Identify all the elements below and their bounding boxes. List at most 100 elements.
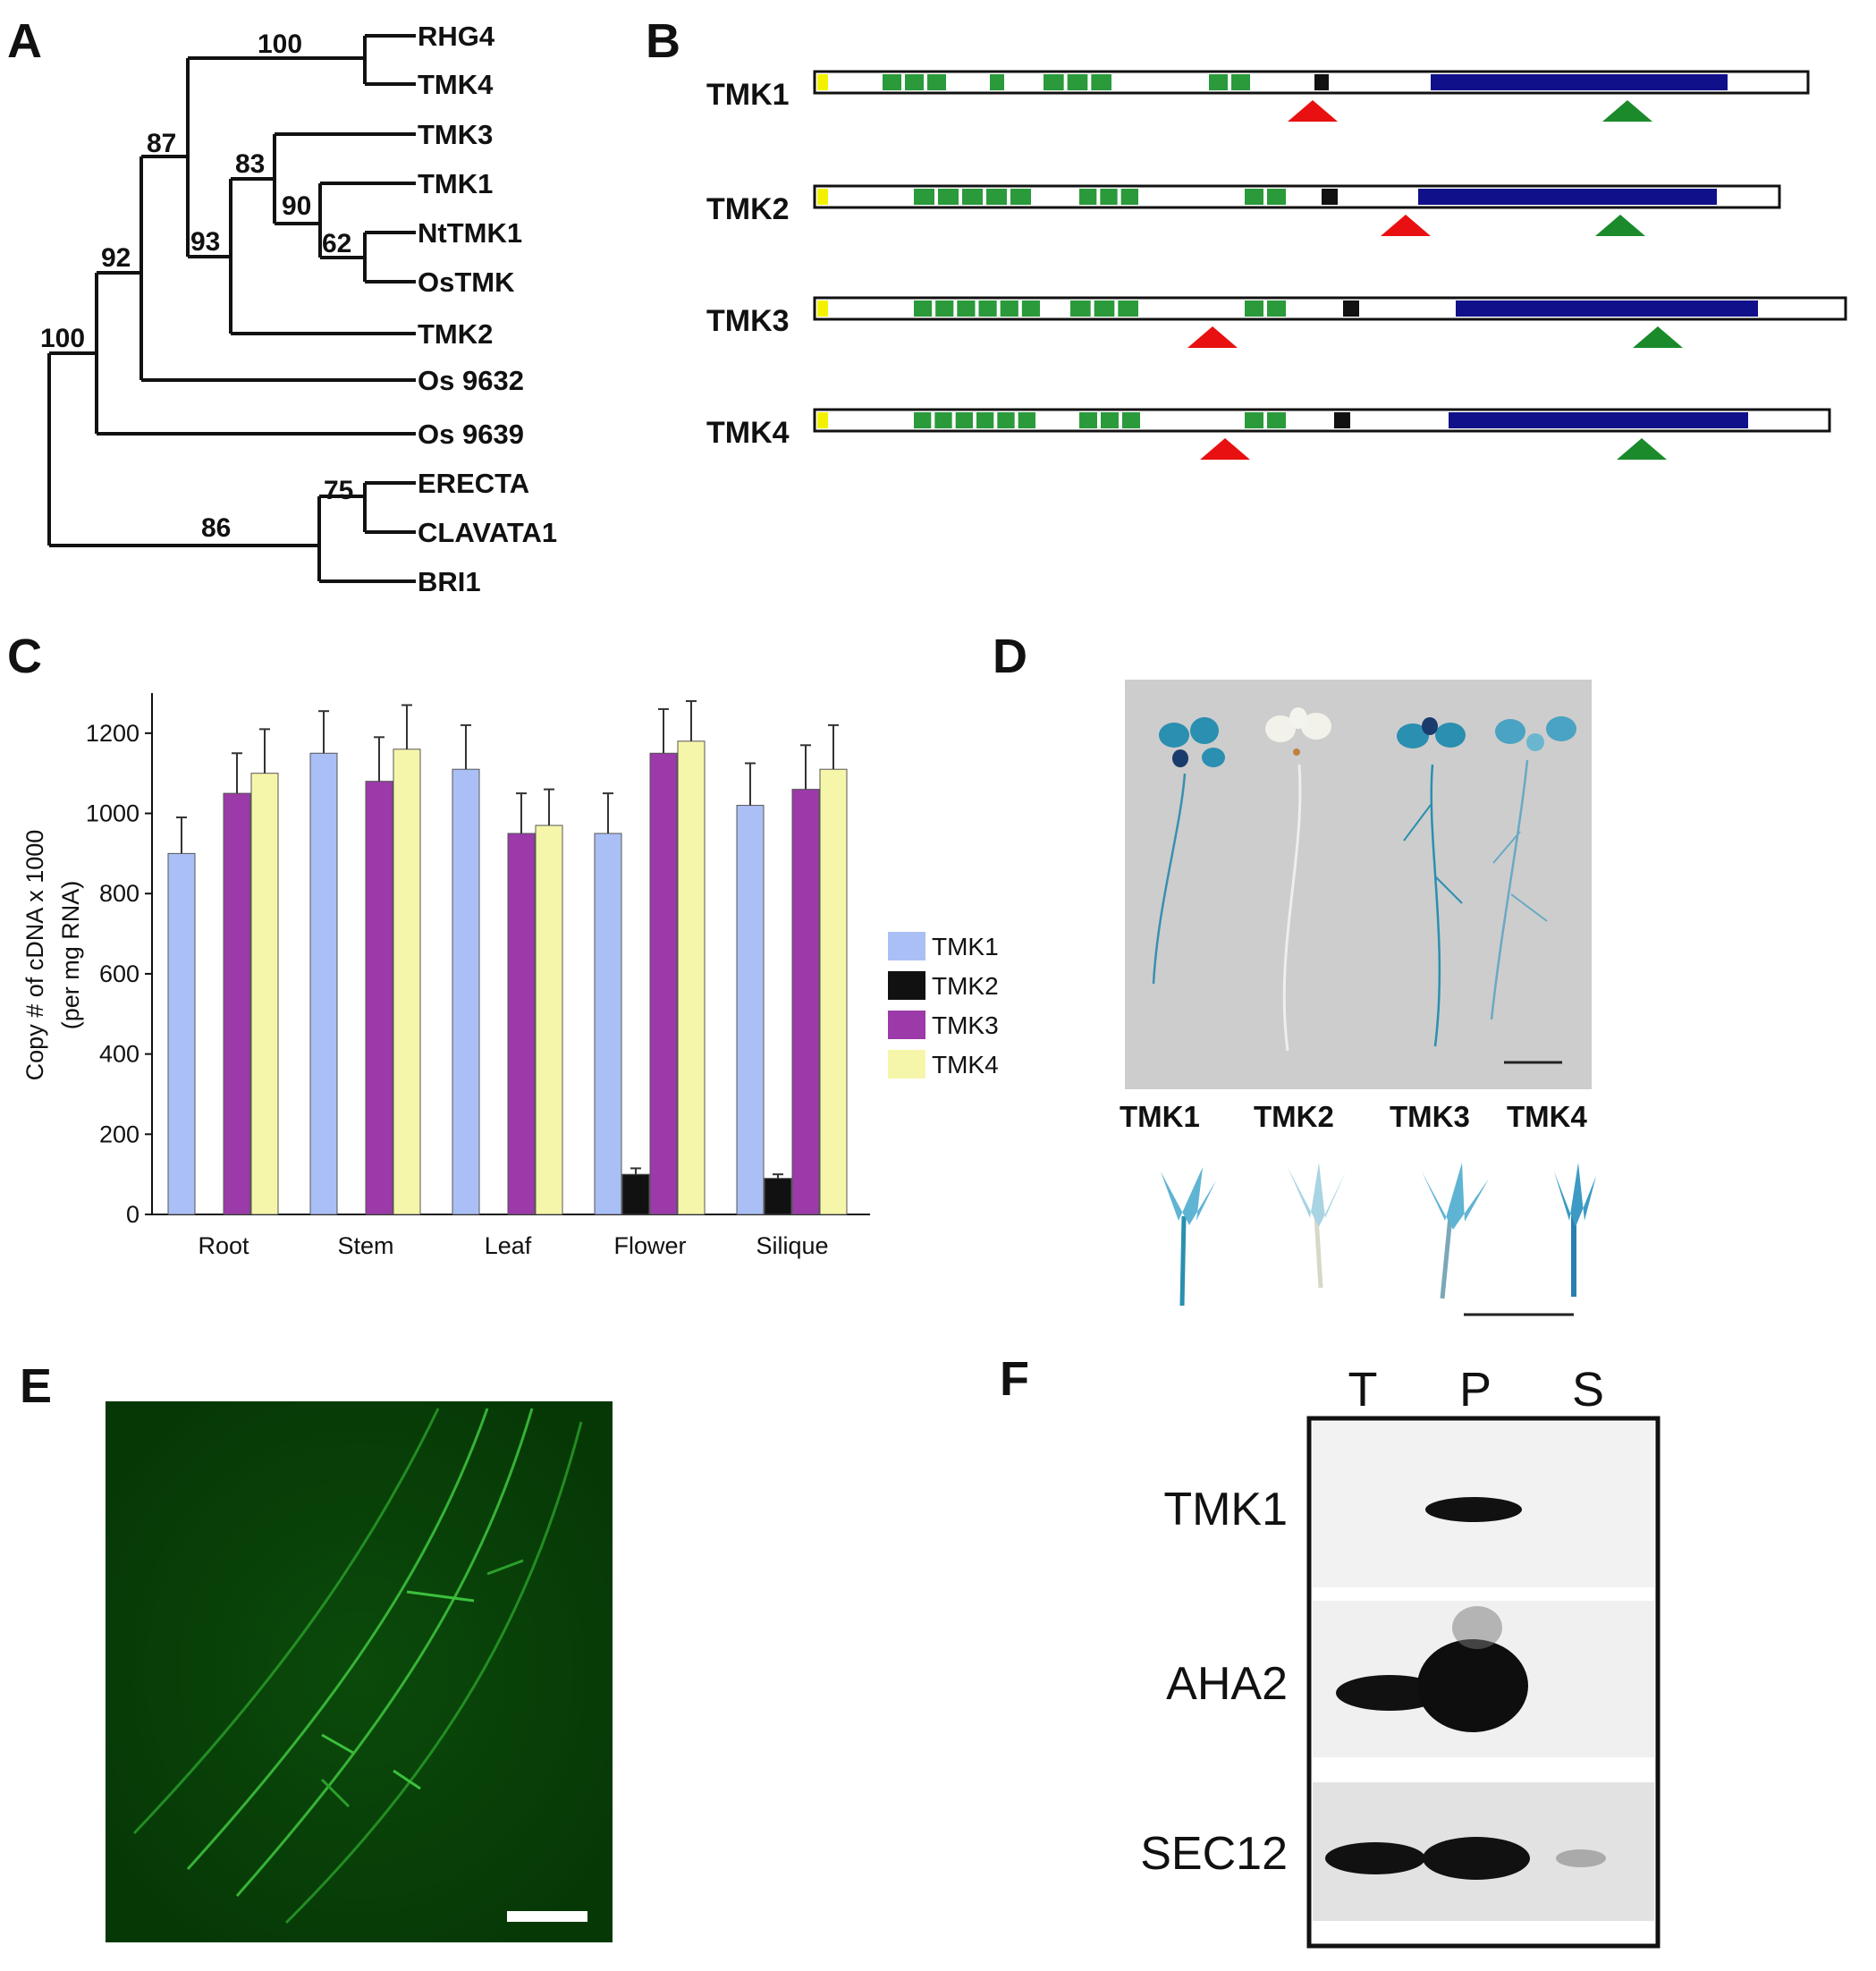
bootstrap-value: 86 [201, 513, 231, 543]
transmembrane-domain [1314, 74, 1329, 90]
flower-photos [1161, 1163, 1596, 1316]
bar-tmk3-root [223, 792, 251, 1215]
panel-d: D [993, 630, 1596, 1316]
kinase-domain [1456, 300, 1758, 317]
legend-label: TMK4 [932, 1051, 999, 1079]
bar-tmk2-flower [621, 1173, 650, 1215]
lrr-domain [1267, 412, 1286, 428]
lrr-domain [1000, 300, 1018, 317]
protein-name: TMK1 [706, 78, 790, 112]
lrr-domain [976, 412, 994, 428]
red-triangle-marker [1288, 100, 1338, 122]
domain-diagrams: TMK1 TMK2 TMK3 TMK4 [706, 70, 1847, 460]
green-triangle-marker [1595, 215, 1645, 236]
lrr-domain [1094, 300, 1115, 317]
legend-swatch [888, 932, 925, 960]
y-tick-label: 400 [99, 1041, 139, 1068]
lrr-domain [905, 74, 924, 90]
legend-label: TMK2 [932, 972, 999, 1000]
panel-d-letter: D [993, 630, 1027, 683]
lane-label: S [1572, 1363, 1604, 1417]
tree-leaf-labels: RHG4 TMK4 TMK3 TMK1 NtTMK1 OsTMK TMK2 Os… [418, 21, 557, 597]
x-tick-label: Root [198, 1232, 249, 1259]
western-blot [1306, 1416, 1661, 1949]
tree-leaf-label: BRI1 [418, 566, 481, 597]
scale-bar [507, 1911, 587, 1922]
bootstrap-value: 100 [40, 324, 85, 353]
x-tick-label: Silique [756, 1232, 828, 1259]
lrr-domain [1101, 412, 1119, 428]
lrr-domain [1118, 300, 1138, 317]
lrr-domain [914, 300, 933, 317]
blot-band [1417, 1639, 1528, 1732]
seedling-labels: TMK1 TMK2 TMK3 TMK4 [1120, 1100, 1587, 1133]
red-triangle-marker [1381, 215, 1431, 236]
bootstrap-values: 100 87 83 90 62 93 92 100 75 86 [40, 30, 353, 543]
seedling-plate [1125, 680, 1592, 1089]
lrr-domain [1245, 300, 1263, 317]
y-tick-label: 1000 [86, 800, 139, 827]
lrr-domain [990, 74, 1004, 90]
protein-name: TMK2 [706, 192, 790, 226]
bootstrap-value: 83 [235, 149, 265, 179]
lrr-domain [1010, 189, 1031, 205]
lrr-domain [1267, 189, 1286, 205]
flower-tmk2 [1288, 1163, 1346, 1289]
signal-peptide [817, 300, 828, 317]
lrr-domain [1120, 189, 1138, 205]
y-axis-label: (per mg RNA) [57, 881, 84, 1030]
bar-tmk1-stem [309, 752, 338, 1215]
green-triangle-marker [1617, 438, 1667, 460]
bar-tmk3-stem [365, 781, 393, 1215]
flower-tmk3 [1422, 1163, 1489, 1299]
bars [167, 699, 848, 1215]
blot-row-labels: TMK1 AHA2 SEC12 [1140, 1484, 1288, 1880]
tree-leaf-label: TMK1 [418, 168, 493, 199]
blot-row-label: TMK1 [1163, 1484, 1288, 1535]
protein-name: TMK4 [706, 416, 790, 450]
tree-leaf-label: CLAVATA1 [418, 517, 557, 548]
bootstrap-value: 92 [101, 243, 131, 273]
lrr-domain [1070, 300, 1091, 317]
y-tick-label: 0 [126, 1201, 139, 1228]
lrr-domain [1231, 74, 1250, 90]
y-axis-label: Copy # of cDNA x 1000 [21, 830, 48, 1081]
y-tick-label: 200 [99, 1121, 139, 1147]
blot-band [1556, 1849, 1606, 1867]
lrr-domain [962, 189, 983, 205]
bar-tmk4-root [250, 773, 279, 1215]
panel-a: A [7, 14, 557, 597]
seedling-label: TMK4 [1507, 1100, 1587, 1133]
bar-tmk1-flower [594, 833, 622, 1215]
y-tick-label: 600 [99, 960, 139, 987]
tree-leaf-label: RHG4 [418, 21, 495, 52]
blot-row-label: SEC12 [1140, 1828, 1288, 1880]
lrr-domain [938, 189, 959, 205]
x-tick-label: Leaf [485, 1232, 532, 1259]
tree-leaf-label: NtTMK1 [418, 217, 522, 249]
x-tick-label: Stem [337, 1232, 393, 1259]
tree-leaf-label: OsTMK [418, 266, 515, 298]
phylogenetic-tree [47, 34, 416, 583]
kinase-domain [1431, 74, 1728, 90]
blot-smear [1452, 1606, 1502, 1649]
bar-tmk3-flower [649, 752, 678, 1215]
bootstrap-value: 75 [324, 476, 353, 505]
lrr-domain [883, 74, 901, 90]
flower-tmk4 [1554, 1163, 1596, 1297]
bar-tmk1-leaf [452, 768, 480, 1215]
lrr-domain [1079, 189, 1097, 205]
blot-row-label: AHA2 [1166, 1658, 1288, 1710]
lrr-domain [1100, 189, 1118, 205]
tree-leaf-label: TMK3 [418, 119, 493, 150]
blot-band [1425, 1497, 1522, 1522]
lrr-domain [927, 74, 946, 90]
bar-tmk1-silique [736, 805, 765, 1215]
transmembrane-domain [1343, 300, 1359, 317]
seedling-tmk3 [1397, 717, 1466, 1047]
x-tick-labels: Root Stem Leaf Flower Silique [198, 1232, 828, 1259]
panel-c-letter: C [7, 630, 42, 683]
transmembrane-domain [1334, 412, 1350, 428]
legend-swatch [888, 1011, 925, 1039]
